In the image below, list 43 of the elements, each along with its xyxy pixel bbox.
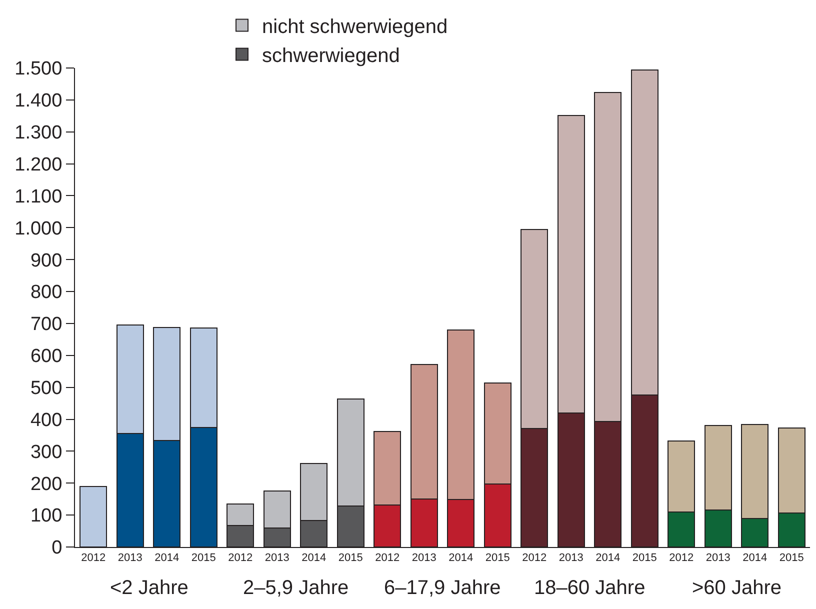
text: 18–60 Jahre xyxy=(534,577,646,599)
x-tick-label: 2013 xyxy=(118,552,142,564)
y-tick-label: 600 xyxy=(30,346,62,368)
y-tick-label: 300 xyxy=(30,442,62,463)
x-tick-label: 2015 xyxy=(485,552,510,564)
x-tick-label: 2013 xyxy=(706,552,730,564)
x-tick-label: 2012 xyxy=(669,552,694,564)
x-tick-label: 2013 xyxy=(264,552,290,564)
y-tick-label: 400 xyxy=(30,410,62,431)
y-tick-label: 500 xyxy=(30,378,62,399)
x-tick-label: 2012 xyxy=(81,552,106,564)
text: 6–17,9 Jahre xyxy=(384,577,501,599)
legend-label: schwerwiegend xyxy=(262,45,400,68)
x-tick-label: 2014 xyxy=(448,552,474,564)
x-tick-label: 2015 xyxy=(632,552,657,564)
y-tick-label: 1.200 xyxy=(14,154,62,176)
y-tick-label: 1.400 xyxy=(14,90,62,112)
x-tick-label: 2012 xyxy=(375,552,400,564)
x-tick-label: 2015 xyxy=(191,552,216,564)
y-tick-label: 700 xyxy=(30,314,62,336)
text: >60 Jahre xyxy=(692,577,782,599)
x-tick-label: 2014 xyxy=(302,552,326,564)
x-tick-label: 2012 xyxy=(228,552,253,564)
y-tick-label: 1.300 xyxy=(14,122,62,144)
y-tick-label: 900 xyxy=(30,250,62,272)
legend-label: nicht schwerwiegend xyxy=(262,16,448,38)
x-tick-label: 2014 xyxy=(742,552,768,564)
text: 2–5,9 Jahre xyxy=(243,577,349,599)
x-tick-label: 2013 xyxy=(412,552,436,564)
text: <2 Jahre xyxy=(110,577,188,599)
y-tick-label: 0 xyxy=(52,538,62,559)
y-tick-label: 1.100 xyxy=(14,186,62,208)
y-tick-label: 200 xyxy=(30,474,62,495)
x-tick-label: 2013 xyxy=(558,552,584,564)
x-tick-label: 2014 xyxy=(596,552,620,564)
y-tick-label: 1.000 xyxy=(14,218,62,240)
x-tick-label: 2015 xyxy=(338,552,363,564)
x-tick-label: 2015 xyxy=(779,552,804,564)
y-tick-label: 800 xyxy=(30,282,62,304)
x-tick-label: 2012 xyxy=(522,552,547,564)
y-tick-label: 1.500 xyxy=(14,58,62,80)
x-tick-label: 2014 xyxy=(154,552,180,564)
y-tick-label: 100 xyxy=(30,506,62,527)
